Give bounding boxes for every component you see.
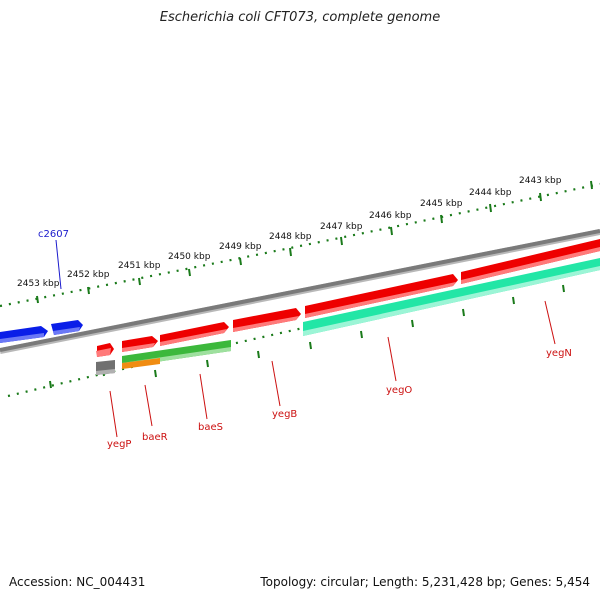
ruler-label-2453: 2453 kbp xyxy=(17,279,60,289)
ruler-label-2452: 2452 kbp xyxy=(67,270,110,280)
ruler-label-2451: 2451 kbp xyxy=(118,261,161,271)
leader-yegB xyxy=(271,360,281,407)
ruler-label-2443: 2443 kbp xyxy=(519,176,562,186)
leader-baeS xyxy=(199,373,208,420)
gene-label-baeR: baeR xyxy=(142,432,168,443)
ruler-label-2447: 2447 kbp xyxy=(320,222,363,232)
ruler-label-2448: 2448 kbp xyxy=(269,232,312,242)
inner-ruler-major-ticks xyxy=(49,284,565,389)
gene-label-c2607: c2607 xyxy=(38,229,69,240)
ruler-label-2449: 2449 kbp xyxy=(219,242,262,252)
ruler-label-2444: 2444 kbp xyxy=(469,188,512,198)
leader-yegP xyxy=(109,390,118,438)
ruler-major-ticks xyxy=(36,180,593,304)
gene-label-yegB: yegB xyxy=(272,409,297,420)
genome-summary-text: Topology: circular; Length: 5,231,428 bp… xyxy=(260,575,590,589)
gene-band-orange[interactable] xyxy=(122,358,160,369)
gene-label-yegN: yegN xyxy=(546,348,572,359)
ruler-label-2450: 2450 kbp xyxy=(168,252,211,262)
leader-c2607 xyxy=(55,239,62,290)
leader-yegN xyxy=(544,300,556,345)
forward-strand-genes xyxy=(96,239,600,357)
leader-baeR xyxy=(144,384,153,427)
gene-label-yegP: yegP xyxy=(107,439,131,450)
gene-label-baeS: baeS xyxy=(198,422,223,433)
map-title: Escherichia coli CFT073, complete genome xyxy=(159,10,441,25)
ruler-label-2446: 2446 kbp xyxy=(369,211,412,221)
ruler-label-2445: 2445 kbp xyxy=(420,199,463,209)
leader-yegO xyxy=(387,336,397,382)
accession-text: Accession: NC_004431 xyxy=(9,575,146,589)
gene-label-yegO: yegO xyxy=(386,385,412,396)
